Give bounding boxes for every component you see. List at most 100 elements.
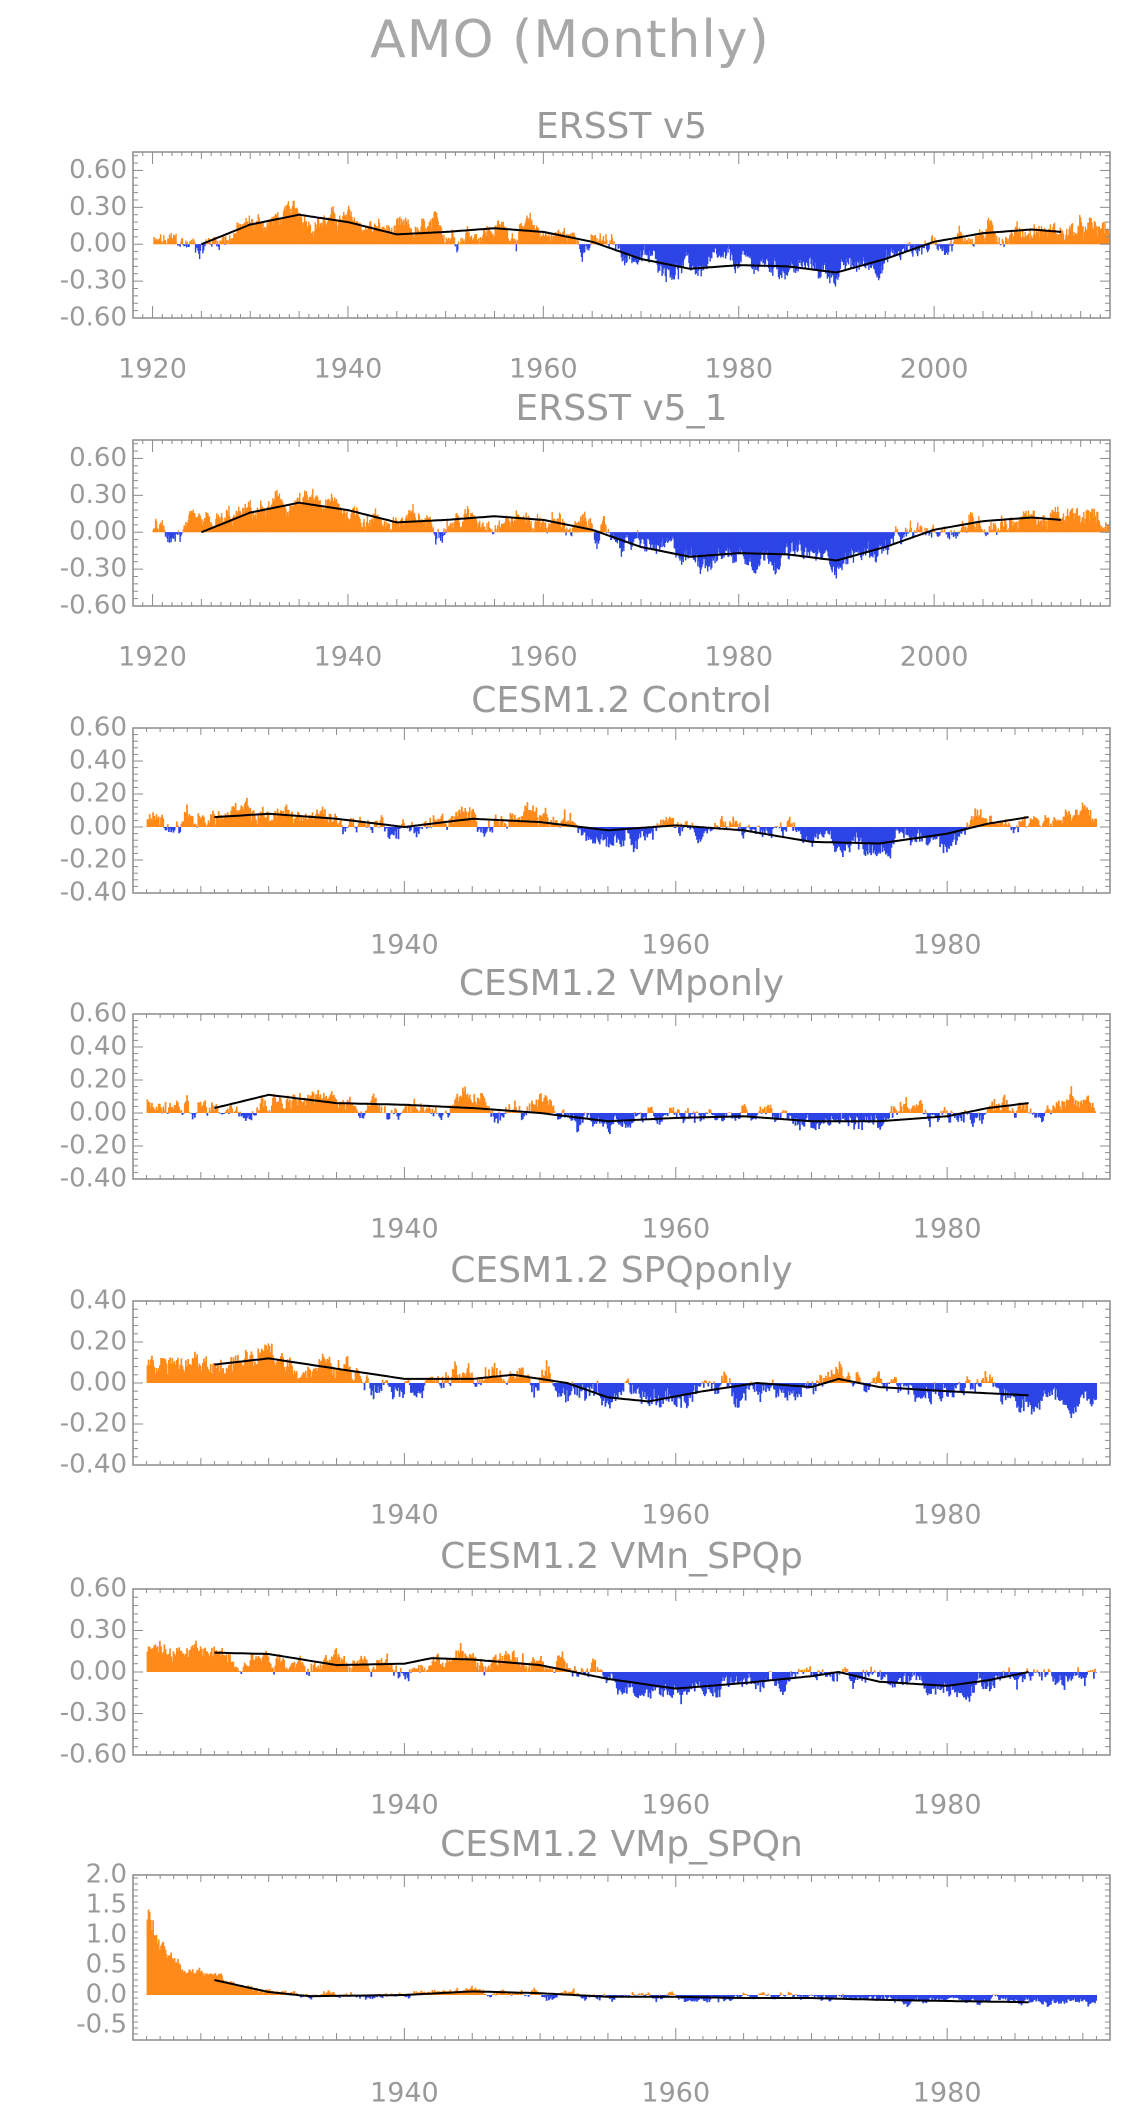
positive-bar — [1093, 1107, 1095, 1113]
positive-bar — [961, 527, 963, 533]
positive-bar — [469, 237, 471, 245]
negative-bar — [755, 244, 757, 270]
negative-bar — [399, 827, 402, 829]
positive-bar — [156, 818, 159, 827]
negative-bar — [827, 1113, 830, 1125]
positive-bar — [656, 823, 659, 827]
positive-bar — [481, 237, 483, 245]
negative-bar — [667, 532, 670, 542]
negative-bar — [178, 244, 180, 246]
positive-bar — [962, 523, 965, 533]
negative-bar — [481, 827, 484, 828]
positive-bar — [371, 231, 373, 245]
negative-bar — [238, 1113, 240, 1117]
positive-bar — [671, 1110, 673, 1113]
positive-bar — [894, 1107, 896, 1113]
positive-bar — [237, 225, 239, 245]
negative-bar — [795, 1113, 798, 1119]
positive-bar — [1076, 1106, 1078, 1113]
negative-bar — [678, 532, 680, 559]
negative-bar — [604, 827, 607, 839]
positive-bar — [522, 227, 525, 245]
positive-bar — [1056, 819, 1059, 827]
negative-bar — [943, 827, 946, 845]
negative-bar — [954, 532, 956, 536]
negative-bar — [847, 244, 850, 265]
negative-bar — [483, 827, 486, 837]
negative-bar — [823, 827, 826, 835]
positive-bar — [576, 240, 579, 245]
positive-bar — [395, 1109, 398, 1113]
positive-bar — [996, 242, 999, 245]
positive-bar — [347, 210, 349, 245]
positive-bar — [906, 529, 908, 533]
positive-bar — [519, 224, 522, 245]
positive-bar — [299, 492, 301, 533]
positive-bar — [1002, 1096, 1005, 1113]
negative-bar — [727, 244, 729, 253]
negative-bar — [829, 244, 832, 271]
negative-bar — [494, 1113, 497, 1119]
negative-bar — [700, 827, 703, 840]
positive-bar — [409, 228, 411, 245]
positive-bar — [588, 528, 591, 533]
positive-bar — [350, 817, 352, 827]
negative-bar — [1031, 1113, 1034, 1115]
positive-bar — [425, 1107, 428, 1113]
negative-bar — [728, 244, 731, 250]
negative-bar — [727, 532, 729, 557]
positive-bar — [448, 237, 450, 245]
negative-bar — [714, 532, 716, 564]
positive-bar — [1016, 221, 1018, 245]
negative-bar — [689, 532, 692, 556]
positive-bar — [1097, 226, 1100, 245]
negative-bar — [910, 244, 912, 249]
positive-bar — [1061, 823, 1064, 827]
negative-bar — [641, 1113, 644, 1123]
positive-bar — [943, 526, 946, 533]
positive-bar — [312, 499, 315, 533]
negative-bar — [929, 532, 931, 534]
positive-bar — [1006, 240, 1009, 245]
negative-bar — [791, 1113, 793, 1119]
positive-bar — [455, 513, 457, 533]
positive-bar — [907, 243, 909, 245]
positive-bar — [451, 229, 453, 245]
negative-bar — [664, 244, 667, 277]
positive-bar — [467, 508, 470, 533]
negative-bar — [912, 244, 914, 257]
positive-bar — [230, 238, 233, 245]
negative-bar — [699, 532, 702, 574]
positive-bar — [497, 820, 499, 827]
positive-bar — [1108, 524, 1110, 533]
negative-bar — [202, 244, 204, 254]
positive-bar — [409, 227, 412, 245]
negative-bar — [637, 1113, 640, 1115]
negative-bar — [909, 827, 912, 846]
negative-bar — [676, 532, 679, 555]
positive-bar — [576, 525, 579, 533]
negative-bar — [587, 827, 590, 840]
positive-bar — [463, 514, 465, 533]
negative-bar — [933, 1113, 936, 1115]
positive-bar — [1080, 810, 1083, 827]
negative-bar — [805, 532, 807, 548]
negative-bar — [802, 1113, 805, 1126]
negative-bar — [1050, 1113, 1052, 1115]
positive-bar — [332, 501, 334, 533]
positive-bar — [567, 234, 570, 245]
positive-bar — [283, 1109, 286, 1113]
positive-bar — [1064, 240, 1066, 245]
negative-bar — [629, 827, 632, 839]
negative-bar — [899, 532, 902, 545]
negative-bar — [849, 244, 851, 258]
negative-bar — [880, 532, 882, 545]
positive-bar — [215, 1104, 218, 1113]
negative-bar — [578, 827, 581, 829]
positive-bar — [598, 239, 601, 245]
positive-bar — [526, 522, 528, 533]
positive-bar — [308, 221, 310, 245]
positive-bar — [557, 231, 559, 245]
positive-bar — [473, 515, 475, 533]
negative-bar — [746, 244, 748, 254]
